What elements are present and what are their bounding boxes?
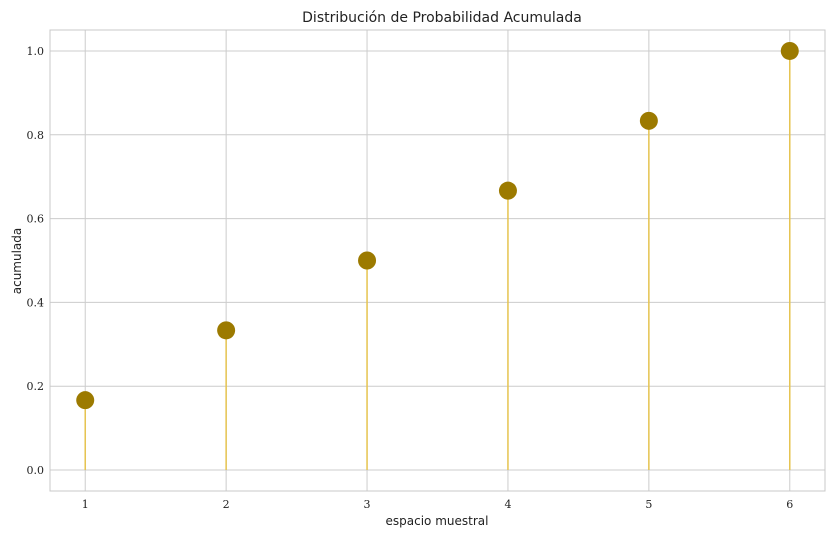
y-tick-label: 0.4: [27, 296, 45, 309]
data-point: [780, 41, 799, 60]
y-axis-label: acumulada: [10, 228, 24, 295]
y-tick-label: 0.2: [27, 380, 45, 393]
data-point: [639, 111, 658, 130]
grid-lines: [50, 30, 825, 491]
y-tick-label: 0.0: [27, 464, 45, 477]
x-tick-label: 4: [504, 498, 511, 511]
chart-title: Distribución de Probabilidad Acumulada: [302, 10, 582, 26]
data-point: [76, 391, 95, 410]
x-axis-label: espacio muestral: [386, 514, 489, 528]
plot-frame: [49, 29, 826, 492]
x-tick-labels: 1 2 3 4 5 6: [82, 498, 794, 511]
x-tick-label: 2: [223, 498, 230, 511]
x-tick-label: 5: [645, 498, 652, 511]
y-tick-label: 1.0: [27, 45, 45, 58]
data-point: [498, 181, 517, 200]
x-tick-label: 1: [82, 498, 89, 511]
data-point: [358, 251, 377, 270]
data-markers: [76, 41, 799, 410]
axes-frame: [49, 29, 826, 492]
data-point: [217, 321, 236, 340]
y-tick-label: 0.6: [27, 213, 45, 226]
x-tick-label: 3: [364, 498, 371, 511]
y-tick-labels: 0.0 0.2 0.4 0.6 0.8 1.0: [27, 45, 45, 477]
stem-lines: [84, 50, 791, 471]
y-tick-label: 0.8: [27, 129, 45, 142]
x-tick-label: 6: [786, 498, 793, 511]
